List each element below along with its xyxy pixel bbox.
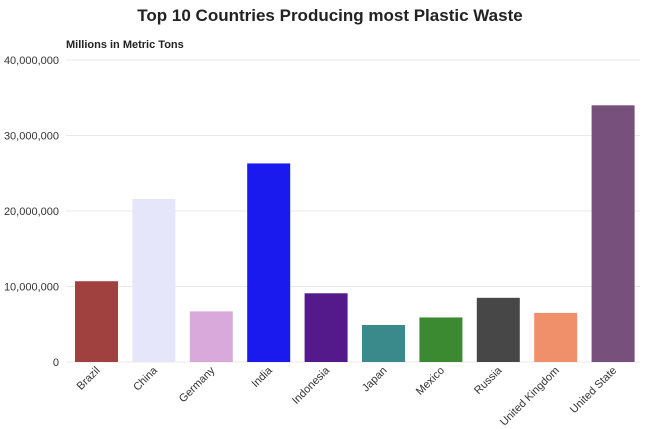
x-tick-label: United State [568, 365, 619, 416]
x-tick-label: Brazil [75, 365, 103, 393]
bar-russia [476, 297, 520, 362]
bar-china [132, 198, 176, 362]
y-axis-ticks: 0 10,000,000 20,000,000 30,000,000 40,000,00… [4, 55, 59, 369]
x-tick-label: Germany [177, 364, 218, 405]
y-tick-label: 0 [53, 357, 59, 369]
bars [75, 105, 635, 363]
x-tick-label: United Kingdom [498, 365, 562, 429]
x-tick-label: Indonesia [290, 364, 333, 407]
bar-united-state [591, 105, 635, 363]
y-tick-label: 40,000,000 [4, 55, 59, 67]
chart-title: Top 10 Countries Producing most Plastic … [137, 6, 522, 25]
bar-indonesia [304, 293, 348, 362]
chart-subtitle: Millions in Metric Tons [66, 39, 184, 51]
x-tick-label: China [131, 364, 160, 393]
y-tick-label: 30,000,000 [4, 131, 59, 143]
x-tick-label: Russia [472, 364, 505, 397]
x-tick-label: Japan [360, 365, 390, 395]
x-tick-label: Mexico [414, 365, 447, 398]
bar-brazil [75, 281, 118, 362]
y-tick-label: 10,000,000 [4, 282, 59, 294]
x-tick-label: India [249, 364, 275, 390]
y-tick-label: 20,000,000 [4, 206, 59, 218]
x-axis-ticks: Brazil China Germany India Indonesia Japan Mex… [75, 364, 620, 428]
bar-india [247, 163, 291, 362]
bar-japan [362, 325, 405, 362]
bar-mexico [419, 317, 463, 362]
bar-united-kingdom [534, 312, 578, 362]
bar-germany [189, 311, 233, 362]
